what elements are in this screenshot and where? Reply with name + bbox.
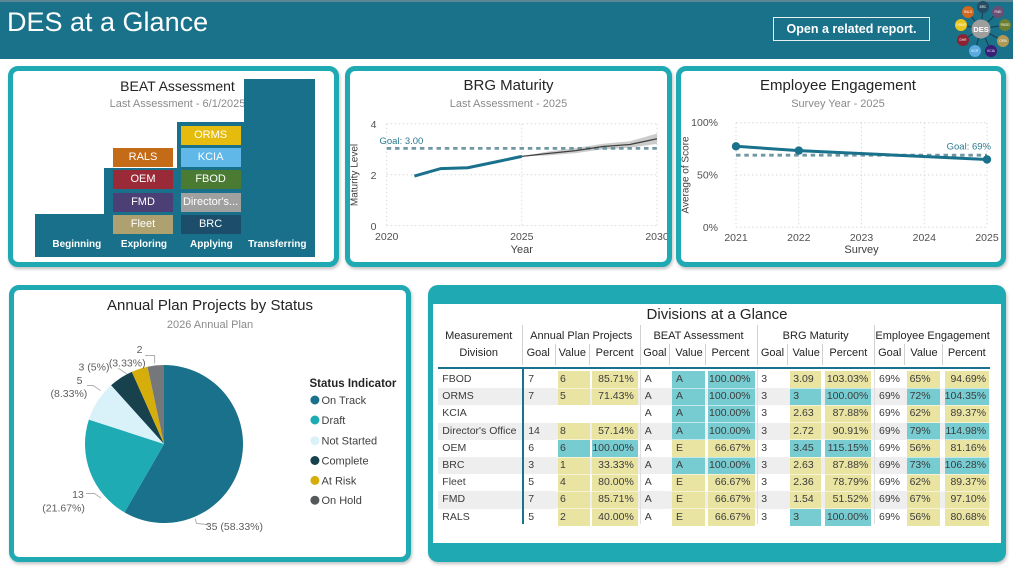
svg-text:0: 0 <box>371 221 377 233</box>
svg-text:2023: 2023 <box>850 232 874 244</box>
svg-text:13: 13 <box>72 489 84 501</box>
svg-text:3 (5%): 3 (5%) <box>79 361 110 373</box>
svg-text:Status Indicator: Status Indicator <box>310 378 397 390</box>
svg-text:2: 2 <box>137 344 143 356</box>
svg-text:Survey: Survey <box>844 244 879 256</box>
svg-text:KCIA: KCIA <box>987 49 995 53</box>
svg-text:At Risk: At Risk <box>322 475 357 487</box>
svg-text:5: 5 <box>77 375 83 387</box>
svg-text:Goal: 69%: Goal: 69% <box>947 142 992 153</box>
svg-text:2024: 2024 <box>913 232 937 244</box>
svg-text:On Hold: On Hold <box>322 495 362 507</box>
svg-text:Complete: Complete <box>322 456 369 468</box>
svg-text:35 (58.33%): 35 (58.33%) <box>206 521 263 533</box>
svg-text:KCIT: KCIT <box>971 49 978 53</box>
svg-text:ORMS: ORMS <box>956 23 966 27</box>
svg-text:0%: 0% <box>703 222 718 234</box>
svg-text:2025: 2025 <box>510 231 534 243</box>
svg-text:Not Started: Not Started <box>322 436 378 448</box>
svg-text:100%: 100% <box>691 117 718 129</box>
svg-text:2020: 2020 <box>375 231 399 243</box>
svg-text:50%: 50% <box>697 170 718 182</box>
svg-text:2021: 2021 <box>724 232 748 244</box>
svg-text:Maturity Level: Maturity Level <box>350 144 361 206</box>
svg-text:4: 4 <box>371 119 377 131</box>
svg-text:(21.67%): (21.67%) <box>42 502 85 514</box>
svg-text:Goal: 3.00: Goal: 3.00 <box>380 136 424 147</box>
svg-text:DHR: DHR <box>960 38 968 42</box>
svg-text:OEM: OEM <box>999 39 1007 43</box>
svg-text:FBOD: FBOD <box>1001 23 1011 27</box>
svg-text:BRC: BRC <box>980 5 987 9</box>
svg-text:RALS: RALS <box>964 10 972 14</box>
svg-text:Year: Year <box>511 244 534 256</box>
svg-text:2025: 2025 <box>975 232 999 244</box>
svg-text:FMD: FMD <box>995 10 1003 14</box>
svg-text:2022: 2022 <box>787 232 811 244</box>
svg-text:DES: DES <box>973 25 988 34</box>
svg-text:(3.33%): (3.33%) <box>109 357 146 369</box>
svg-text:On Track: On Track <box>322 395 367 407</box>
svg-text:2030: 2030 <box>645 231 667 243</box>
svg-text:Draft: Draft <box>322 415 346 427</box>
svg-text:2: 2 <box>371 170 377 182</box>
svg-text:(8.33%): (8.33%) <box>51 388 88 400</box>
svg-text:Average of Score: Average of Score <box>681 136 692 214</box>
